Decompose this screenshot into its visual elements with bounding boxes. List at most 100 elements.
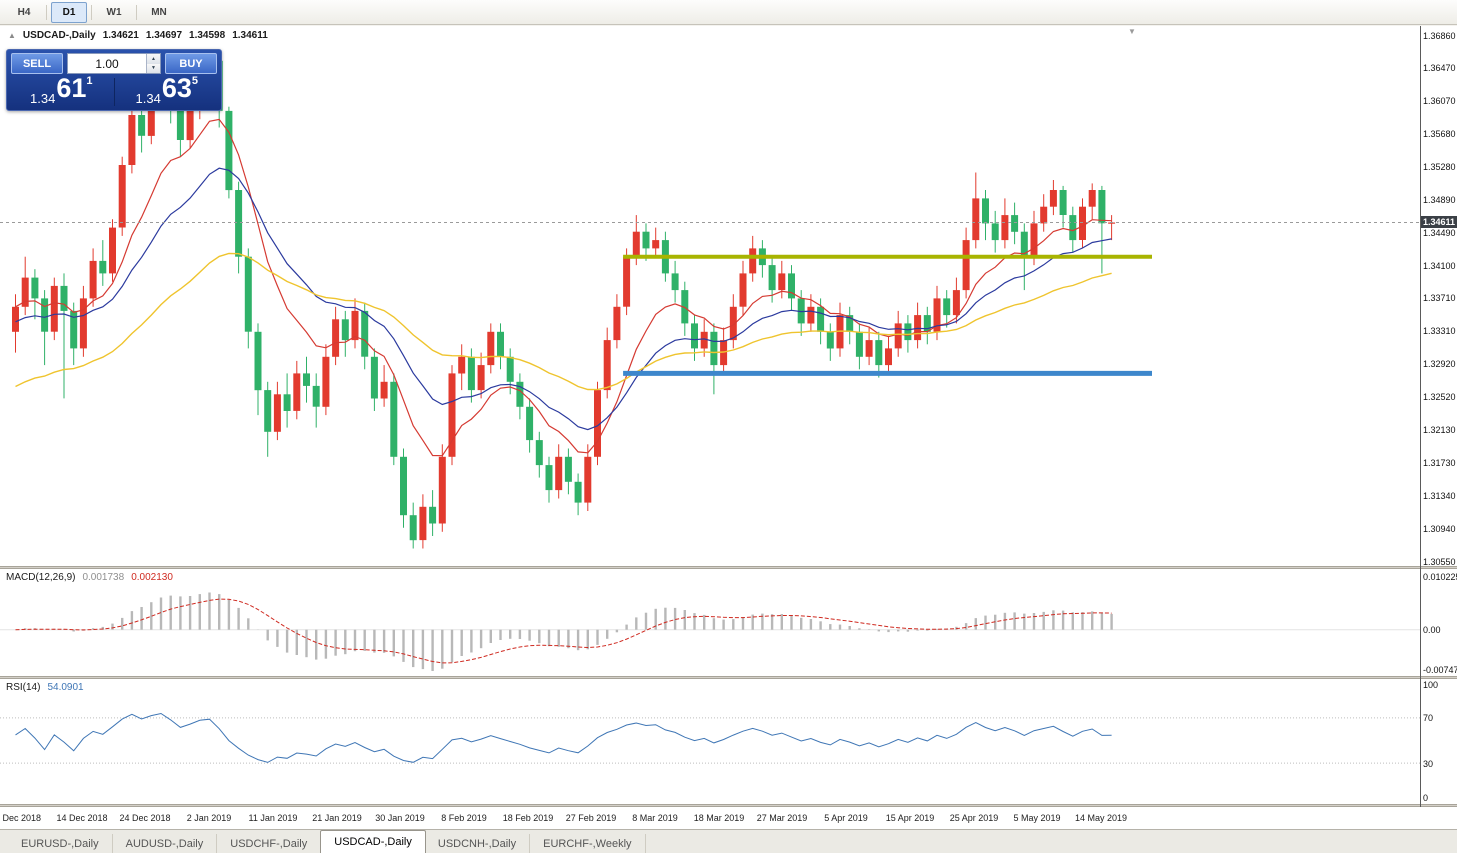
buy-price-display[interactable]: 1.34 63 5 [117,75,218,109]
time-axis-label: 8 Mar 2019 [632,813,678,823]
macd-value-main: 0.001738 [82,572,125,583]
time-axis-label: 14 Dec 2018 [56,813,108,823]
timeframe-button-mn[interactable]: MN [151,6,167,18]
sell-price-big: 61 [56,73,87,103]
price-axis-label: 1.31340 [1423,491,1456,501]
time-axis-label: 27 Mar 2019 [756,813,808,823]
price-axis-label: 1.32920 [1423,359,1456,369]
symbol-ohlc-line: ▲ USDCAD-,Daily 1.34621 1.34697 1.34598 … [8,30,268,41]
ohlc-close: 1.34611 [232,30,268,41]
rsi-axis-label: 30 [1423,759,1434,769]
price-axis-label: 1.32520 [1423,392,1456,402]
buy-button[interactable]: BUY [165,53,217,74]
rsi-axis-label: 100 [1423,680,1439,690]
buy-price-big: 63 [161,73,192,103]
toolbar-separator [46,4,47,20]
time-axis-label: 18 Feb 2019 [502,813,554,823]
macd-axis-label: 0.010225 [1423,572,1457,582]
rsi-name: RSI(14) [6,682,41,693]
timeframe-button-h4[interactable]: H4 [17,6,31,18]
price-axis-label: 1.34890 [1423,195,1456,205]
symbol-tab-usdcad-daily[interactable]: USDCAD-,Daily [320,830,426,853]
price-axis-label: 1.35280 [1423,162,1456,172]
volume-increase-button[interactable]: ▲ [147,54,160,64]
time-axis-label: 18 Mar 2019 [693,813,745,823]
price-axis-label: 1.36470 [1423,63,1456,73]
pane-splitter[interactable] [0,804,1457,807]
ohlc-open: 1.34621 [102,30,139,41]
price-axis-label: 1.31730 [1423,458,1456,468]
current-price-badge: 1.34611 [1421,216,1457,228]
macd-chart[interactable] [0,569,1420,676]
time-axis-label: 5 Dec 2018 [0,813,42,823]
price-axis-label: 1.35680 [1423,129,1456,139]
price-axis-label: 1.34100 [1423,261,1456,271]
rsi-axis[interactable]: 100 70 30 0 [1421,679,1457,804]
chart-tab-bar: EURUSD-,Daily AUDUSD-,Daily USDCHF-,Daily U… [0,829,1457,853]
chart-shift-marker-icon[interactable]: ▼ [1128,27,1136,36]
macd-axis-label: 0.00 [1423,625,1441,635]
volume-input[interactable]: 1.00 ▲ ▼ [67,53,161,74]
price-axis[interactable]: 1.34611 1.36860 1.36470 1.36070 1.35680 1.35… [1421,26,1457,566]
volume-spinner: ▲ ▼ [146,54,160,73]
price-axis-label: 1.30940 [1423,524,1456,534]
time-axis-label: 8 Feb 2019 [441,813,487,823]
time-axis-label: 15 Apr 2019 [885,813,935,823]
timeframe-button-d1[interactable]: D1 [51,1,87,23]
symbol-tab-usdcnh-daily[interactable]: USDCNH-,Daily [425,834,531,853]
macd-pane: MACD(12,26,9) 0.001738 0.002130 0.010225… [0,569,1457,676]
main-price-pane: ▲ USDCAD-,Daily 1.34621 1.34697 1.34598 … [0,26,1457,566]
symbol-tab-eurusd-daily[interactable]: EURUSD-,Daily [8,834,113,853]
time-axis-label: 14 May 2019 [1074,813,1128,823]
time-axis-label: 21 Jan 2019 [312,813,362,823]
rsi-pane: RSI(14) 54.0901 100 70 30 0 [0,679,1457,804]
sell-button[interactable]: SELL [11,53,63,74]
time-axis-label: 2 Jan 2019 [186,813,232,823]
time-axis-label: 5 Apr 2019 [824,813,868,823]
toolbar-separator [91,4,92,20]
sell-price-prefix: 1.34 [30,91,56,106]
volume-decrease-button[interactable]: ▼ [147,63,160,73]
price-axis-label: 1.34490 [1423,228,1456,238]
time-axis-label: 5 May 2019 [1013,813,1061,823]
buy-price-pip: 5 [191,75,198,87]
chart-window: ▲ USDCAD-,Daily 1.34621 1.34697 1.34598 … [0,26,1457,829]
timeframe-button-w1[interactable]: W1 [106,6,122,18]
price-axis-label: 1.32130 [1423,425,1456,435]
rsi-axis-label: 0 [1423,793,1429,803]
pane-splitter[interactable] [0,676,1457,679]
macd-axis[interactable]: 0.010225 0.00 -0.007475 [1421,569,1457,676]
macd-value-signal: 0.002130 [131,572,173,583]
axis-separator-line [1420,26,1421,807]
symbol-tab-usdchf-daily[interactable]: USDCHF-,Daily [217,834,322,853]
timeframe-toolbar: H4 D1 W1 MN [0,0,1457,25]
symbol-tab-audusd-daily[interactable]: AUDUSD-,Daily [113,834,218,853]
macd-name: MACD(12,26,9) [6,572,76,583]
volume-value[interactable]: 1.00 [95,56,119,71]
symbol-tab-eurchf-weekly[interactable]: EURCHF-,Weekly [530,834,646,853]
pane-splitter[interactable] [0,566,1457,569]
one-click-panel-toggle-icon[interactable]: ▲ [8,31,16,40]
price-axis-label: 1.33310 [1423,326,1456,336]
sell-price-pip: 1 [86,75,93,87]
rsi-value: 54.0901 [47,682,84,693]
time-axis-label: 24 Dec 2018 [119,813,171,823]
time-axis-label: 30 Jan 2019 [375,813,425,823]
rsi-axis-label: 70 [1423,713,1434,723]
time-axis-label: 11 Jan 2019 [248,813,298,823]
buy-price-prefix: 1.34 [135,91,161,106]
time-axis-label: 27 Feb 2019 [565,813,617,823]
time-axis[interactable]: 5 Dec 2018 14 Dec 2018 24 Dec 2018 2 Jan 20… [0,807,1420,829]
sell-price-display[interactable]: 1.34 61 1 [11,75,112,109]
rsi-chart[interactable] [0,679,1420,804]
rsi-label: RSI(14) 54.0901 [6,682,84,693]
price-axis-label: 1.36860 [1423,31,1456,41]
time-axis-label: 25 Apr 2019 [949,813,999,823]
toolbar-separator [136,4,137,20]
ohlc-high: 1.34697 [145,30,183,41]
price-axis-label: 1.36070 [1423,96,1456,106]
price-axis-label: 1.33710 [1423,293,1456,303]
trade-panel-divider [113,78,115,106]
macd-label: MACD(12,26,9) 0.001738 0.002130 [6,572,173,583]
